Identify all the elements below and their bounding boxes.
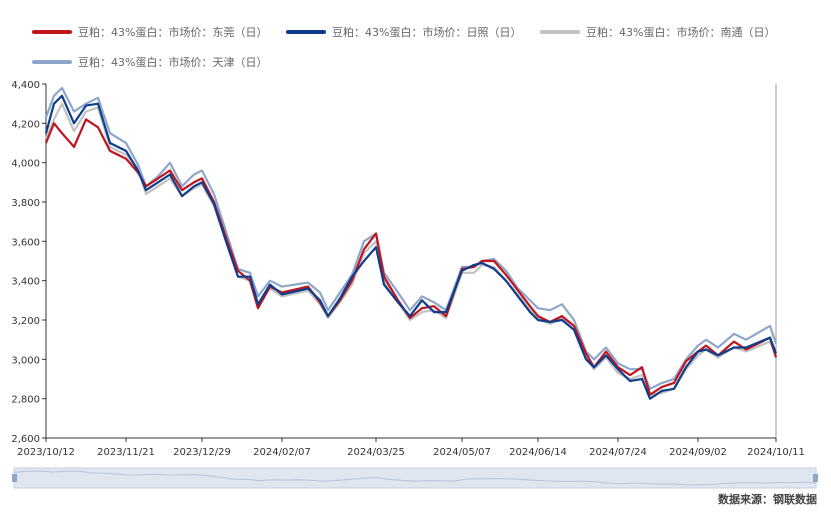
x-tick-label: 2023/11/21	[97, 447, 155, 458]
y-tick-label: 4,400	[11, 80, 40, 91]
y-tick-label: 3,000	[11, 355, 40, 366]
x-axis: 2023/10/12 2023/11/21 2023/12/29 2024/02/07…	[17, 437, 805, 458]
legend-item[interactable]: 豆粕：43%蛋白：市场价：东莞（日）	[32, 24, 267, 40]
y-tick-label: 4,200	[11, 119, 40, 130]
x-tick-label: 2024/07/24	[589, 447, 647, 458]
x-tick-label: 2024/03/25	[347, 447, 405, 458]
zoom-handle-left[interactable]	[12, 474, 17, 482]
y-tick-label: 4,000	[11, 159, 40, 170]
legend-swatch	[286, 30, 326, 34]
legend-label: 豆粕：43%蛋白：市场价：日照（日）	[332, 26, 522, 39]
legend-item[interactable]: 豆粕：43%蛋白：市场价：日照（日）	[286, 24, 521, 40]
series-line-2	[44, 102, 778, 396]
y-axis: 2,600 2,800 3,000 3,200 3,400 3,600 3,800 4,000…	[11, 80, 777, 445]
x-tick-label: 2023/12/29	[173, 447, 231, 458]
y-tick-label: 3,200	[11, 316, 40, 327]
legend-swatch	[32, 30, 72, 34]
y-tick-label: 3,400	[11, 277, 40, 288]
series-line-1	[44, 94, 778, 400]
x-tick-label: 2024/10/11	[747, 447, 805, 458]
legend-label: 豆粕：43%蛋白：市场价：南通（日）	[586, 26, 776, 39]
zoom-slider-preview	[13, 470, 817, 486]
x-tick-label: 2024/09/02	[669, 447, 727, 458]
legend-item[interactable]: 豆粕：43%蛋白：市场价：南通（日）	[540, 24, 775, 40]
legend-item[interactable]: 豆粕：43%蛋白：市场价：天津（日）	[32, 54, 267, 70]
y-tick-label: 3,800	[11, 198, 40, 209]
zoom-handle-right[interactable]	[813, 474, 818, 482]
x-tick-label: 2023/10/12	[17, 447, 75, 458]
source-label: 数据来源：钢联数据	[718, 493, 817, 506]
y-tick-label: 3,600	[11, 237, 40, 248]
legend-label: 豆粕：43%蛋白：市场价：东莞（日）	[78, 26, 268, 39]
y-tick-label: 2,800	[11, 395, 40, 406]
series-layer	[44, 86, 778, 400]
legend-label: 豆粕：43%蛋白：市场价：天津（日）	[78, 56, 268, 69]
x-tick-label: 2024/06/14	[509, 447, 567, 458]
y-tick-label: 2,600	[11, 434, 40, 445]
series-line-0	[44, 118, 778, 396]
zoom-slider[interactable]	[12, 467, 818, 489]
x-tick-label: 2024/02/07	[253, 447, 311, 458]
legend-swatch	[540, 30, 580, 34]
series-line-3	[44, 86, 778, 390]
x-tick-label: 2024/05/07	[433, 447, 491, 458]
legend-swatch	[32, 60, 72, 64]
